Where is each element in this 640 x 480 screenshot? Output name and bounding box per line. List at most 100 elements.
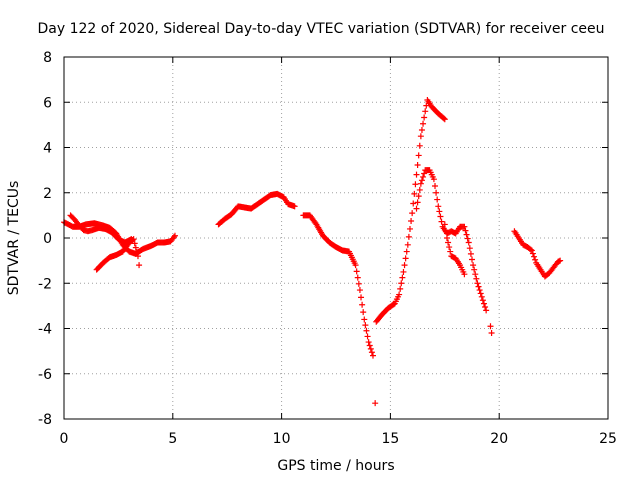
data-point [475, 283, 482, 290]
data-point [369, 352, 376, 359]
y-tick-label: 6 [43, 95, 52, 111]
data-point [416, 142, 423, 149]
data-point [440, 115, 447, 122]
data-point [413, 171, 420, 178]
data-point [557, 257, 564, 264]
data-point [432, 182, 439, 189]
data-point [372, 400, 379, 407]
data-point [136, 262, 143, 269]
data-point [362, 322, 369, 329]
data-point [406, 225, 413, 232]
data-point [532, 256, 539, 263]
data-point [443, 235, 450, 241]
data-point [476, 287, 483, 294]
data-point [421, 114, 428, 121]
data-point [412, 181, 419, 188]
y-tick-label: 8 [43, 50, 52, 66]
y-tick-label: -4 [38, 322, 52, 338]
data-point [477, 290, 484, 297]
data-point [133, 248, 140, 255]
data-point [438, 218, 445, 225]
data-point [402, 255, 409, 262]
data-point [129, 236, 136, 243]
data-point [433, 189, 440, 196]
data-point [415, 152, 422, 159]
data-point [366, 342, 373, 349]
data-point [396, 291, 403, 298]
data-point [408, 218, 415, 225]
x-tick-label: 20 [490, 431, 508, 447]
data-point [473, 275, 480, 282]
data-point [471, 266, 478, 273]
data-point [411, 190, 418, 197]
data-point [482, 304, 489, 311]
x-tick-label: 0 [60, 431, 69, 447]
data-point [462, 227, 469, 234]
data-point [478, 293, 485, 300]
data-point [398, 280, 405, 287]
y-tick-label: 0 [43, 231, 52, 247]
data-point [447, 248, 454, 255]
data-point [474, 280, 481, 287]
data-point [414, 199, 421, 206]
data-point [461, 223, 468, 230]
data-point [352, 262, 359, 269]
data-point [463, 231, 470, 238]
data-point [418, 126, 425, 133]
data-point [364, 333, 371, 340]
data-point [437, 213, 444, 220]
data-point [405, 233, 412, 240]
data-point [132, 244, 139, 251]
data-point [466, 245, 473, 252]
data-point [445, 239, 452, 246]
data-point [410, 200, 417, 207]
y-tick-label: -2 [38, 276, 52, 292]
data-point [418, 177, 425, 184]
data-point [461, 271, 468, 278]
data-point [356, 287, 363, 294]
data-point [465, 239, 472, 246]
data-point [527, 246, 534, 253]
data-point [417, 133, 424, 140]
data-point [420, 120, 427, 127]
data-point [353, 268, 360, 275]
data-point [134, 253, 141, 260]
data-point [291, 203, 298, 210]
data-point [416, 186, 423, 193]
data-point [397, 285, 404, 292]
data-point [365, 339, 372, 346]
x-tick-label: 5 [168, 431, 177, 447]
data-point [401, 262, 408, 269]
x-tick-label: 15 [381, 431, 399, 447]
data-point [171, 232, 178, 239]
data-point [436, 208, 443, 215]
chart-title: Day 122 of 2020, Sidereal Day-to-day VTE… [37, 21, 604, 37]
data-point [488, 330, 495, 337]
data-point [434, 196, 441, 203]
data-point [354, 274, 361, 281]
data-point [470, 262, 477, 269]
data-point [400, 268, 407, 275]
y-tick-label: 4 [43, 141, 52, 157]
x-tick-label: 25 [599, 431, 617, 447]
data-point [415, 193, 422, 200]
x-tick-label: 10 [273, 431, 291, 447]
data-point [421, 170, 428, 177]
data-point [417, 180, 424, 187]
data-point [131, 240, 138, 247]
y-tick-label: -6 [38, 367, 52, 383]
data-point [420, 173, 427, 180]
data-point [464, 235, 471, 242]
data-point [355, 280, 362, 287]
data-point [130, 236, 137, 243]
data-point [413, 205, 420, 212]
data-point [529, 250, 536, 257]
data-point [472, 271, 479, 278]
data-point [403, 248, 410, 255]
y-axis-label: SDTVAR / TECUs [6, 181, 22, 296]
data-point [435, 203, 442, 210]
data-point [528, 247, 535, 254]
data-point [483, 307, 490, 314]
data-point [360, 309, 367, 316]
data-point [469, 256, 475, 263]
